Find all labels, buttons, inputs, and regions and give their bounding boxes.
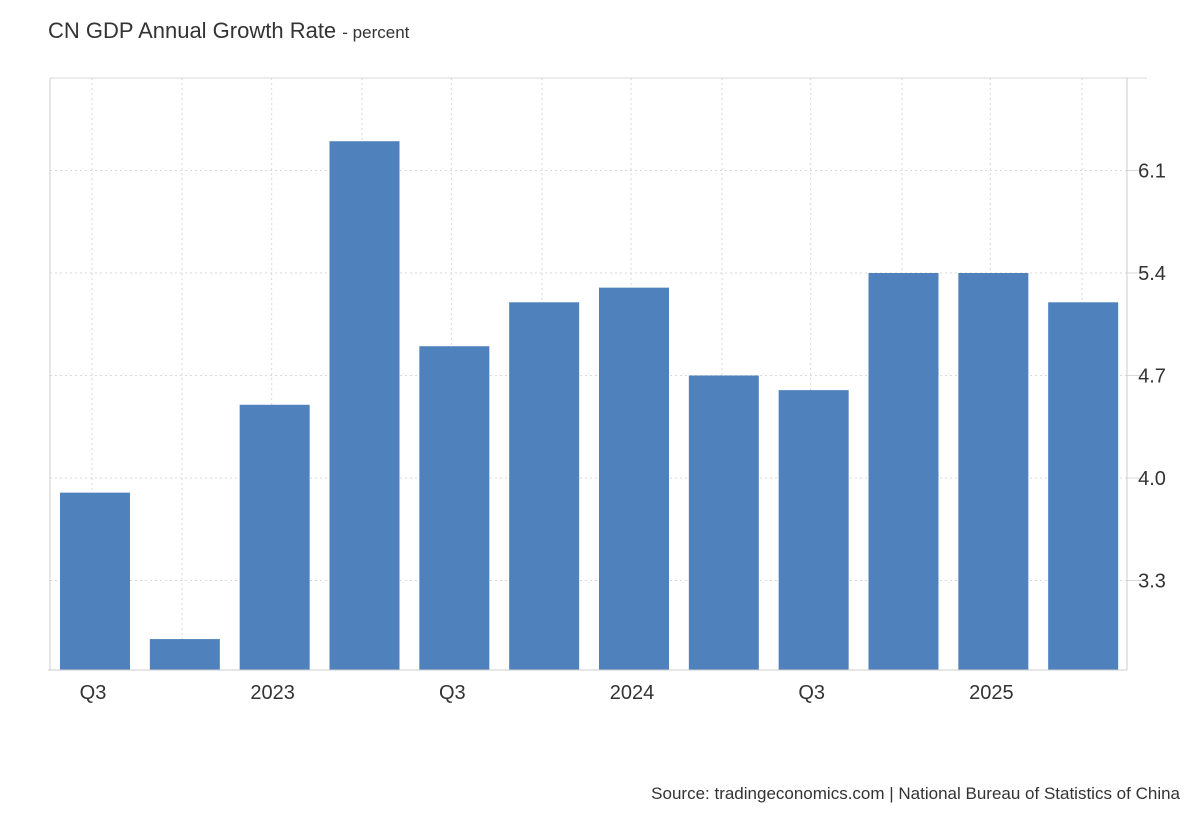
bar-2022-q3: [60, 492, 130, 670]
bar-2025-q1: [958, 273, 1029, 670]
bar-2023-q4: [509, 302, 580, 670]
x-tick-label: Q3: [798, 682, 825, 704]
y-tick-label: 4.7: [1138, 366, 1166, 388]
bar-2024-q2: [688, 375, 759, 670]
bar-2023-q2: [329, 141, 400, 670]
y-tick-label: 3.3: [1138, 571, 1166, 593]
chart-title: CN GDP Annual Growth Rate - percent: [48, 18, 409, 44]
bar-2024-q4: [868, 273, 939, 670]
bars: [60, 141, 1119, 670]
bar-2022-q4: [149, 639, 220, 670]
source-note: Source: tradingeconomics.com | National …: [651, 784, 1180, 803]
axes: [48, 78, 1128, 671]
x-tick-label: 2023: [250, 682, 295, 704]
y-tick-label: 5.4: [1138, 263, 1166, 285]
bar-chart: 3.3 4.0 4.7 5.4 6.1 Q3 2023 Q3 2024 Q3 2025: [48, 77, 1166, 704]
x-tick-label: 2025: [969, 682, 1014, 704]
x-tick-label: Q3: [80, 682, 107, 704]
bar-2024-q3: [778, 390, 849, 670]
x-tick-label: Q3: [439, 682, 466, 704]
bar-2023-q3: [419, 346, 490, 670]
bar-2025-q2: [1048, 302, 1119, 670]
bar-2024-q1: [599, 287, 669, 670]
y-tick-labels: 3.3 4.0 4.7 5.4 6.1: [1138, 161, 1166, 593]
chart-unit-label: - percent: [342, 23, 410, 42]
bar-2023-q1: [239, 404, 310, 670]
x-tick-labels: Q3 2023 Q3 2024 Q3 2025: [80, 682, 1014, 704]
y-tick-label: 4.0: [1138, 468, 1166, 490]
y-tick-label: 6.1: [1138, 161, 1166, 183]
chart-title-text: CN GDP Annual Growth Rate: [48, 18, 337, 43]
x-tick-label: 2024: [610, 682, 655, 704]
